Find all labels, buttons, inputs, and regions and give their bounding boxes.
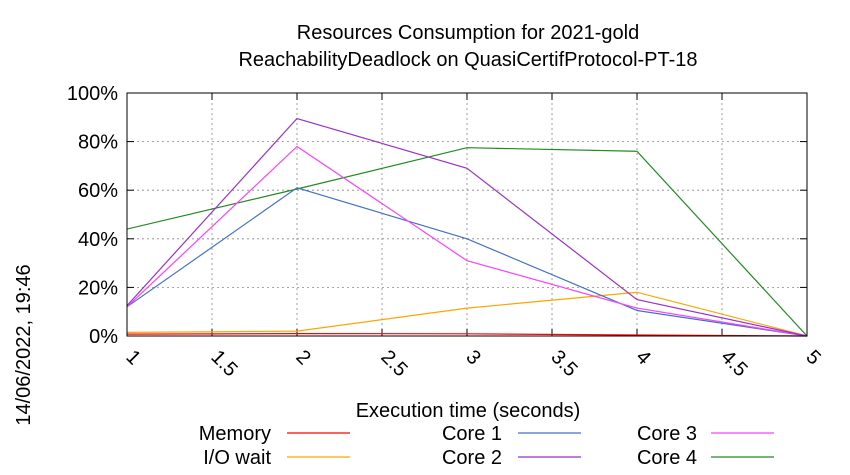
timestamp-label: 14/06/2022, 19:46 [13, 264, 35, 425]
y-tick-label: 80% [78, 132, 118, 154]
y-tick-label: 100% [67, 83, 118, 105]
x-tick-label: 2.5 [376, 346, 411, 381]
series-line-memory [126, 333, 808, 337]
series-line-i-o-wait [126, 291, 808, 337]
x-axis-label: Execution time (seconds) [356, 400, 581, 422]
legend-label: Memory [199, 423, 271, 445]
y-tick-label: 60% [78, 180, 118, 202]
x-tick-label: 4.5 [716, 346, 751, 381]
x-tick-label: 5 [801, 346, 824, 369]
x-tick-label: 2 [291, 346, 314, 369]
x-tick-label: 4 [631, 346, 654, 369]
legend-label: Core 1 [442, 423, 502, 445]
series-line-core-2 [126, 117, 808, 337]
series-line-core-1 [126, 187, 808, 337]
x-tick-label: 1 [121, 346, 144, 369]
grid-layer [127, 93, 807, 336]
plot-frame [126, 92, 808, 337]
series-line-core-4 [126, 147, 808, 337]
legend-label: I/O wait [203, 447, 271, 469]
x-tick-label: 3.5 [546, 346, 581, 381]
legend-label: Core 3 [637, 423, 697, 445]
legend-label: Core 4 [637, 447, 697, 469]
legend-label: Core 2 [442, 447, 502, 469]
series-layer [126, 117, 808, 337]
y-tick-label: 0% [89, 326, 118, 348]
x-tick-label: 3 [461, 346, 484, 369]
series-line-core-3 [126, 145, 808, 337]
chart-title: Resources Consumption for 2021-gold [297, 22, 639, 44]
y-tick-label: 20% [78, 277, 118, 299]
y-tick-label: 40% [78, 229, 118, 251]
x-tick-label: 1.5 [206, 346, 241, 381]
chart-subtitle: ReachabilityDeadlock on QuasiCertifProto… [238, 49, 697, 71]
